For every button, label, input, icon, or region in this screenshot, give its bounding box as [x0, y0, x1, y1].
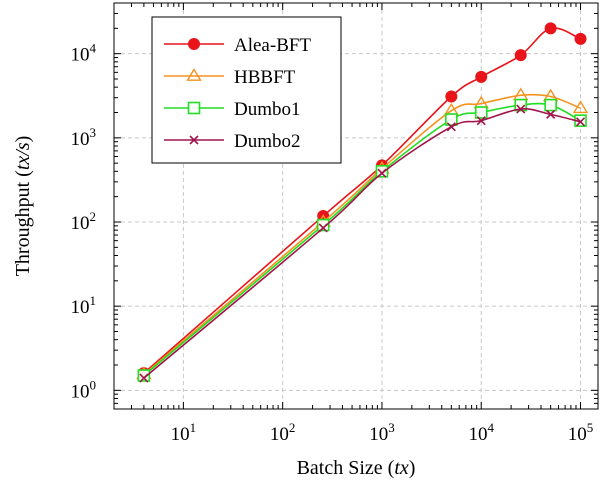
data-point [318, 223, 328, 233]
legend: Alea-BFT HBBFT Dumbo1 Dumbo2 [151, 16, 342, 164]
data-point [375, 165, 389, 178]
legend-item: Dumbo2 [164, 131, 301, 152]
y-tick-label: 101 [71, 293, 97, 318]
data-point [574, 32, 587, 45]
y-axis-title-text: Throughput [12, 181, 34, 276]
data-point [546, 109, 556, 119]
x-tick-label: 105 [568, 420, 594, 445]
data-point [476, 116, 486, 126]
x-axis-title-text: Batch Size [297, 457, 383, 479]
x-tick-label: 102 [270, 420, 296, 445]
x-axis-title: Batch Size (tx) [297, 457, 416, 479]
plot-frame [113, 2, 599, 410]
y-tick-label: 103 [71, 125, 97, 150]
data-point [445, 90, 458, 103]
series-line [143, 93, 581, 375]
legend-box [151, 16, 342, 164]
legend-item: HBBFT [164, 67, 296, 88]
legend-label: Dumbo2 [234, 131, 301, 152]
y-tick-label: 104 [71, 41, 97, 66]
data-point [544, 22, 557, 35]
y-tick-label: 100 [71, 377, 97, 402]
data-point [137, 369, 151, 382]
x-tick-label: 101 [171, 420, 197, 445]
data-point [575, 117, 586, 127]
y-tick-label: 102 [71, 209, 97, 234]
series-dumbo1 [137, 98, 587, 382]
data-point [544, 98, 557, 112]
legend-label: HBBFT [234, 67, 296, 88]
legend-label: Alea-BFT [234, 35, 311, 56]
data-point [186, 68, 202, 81]
data-series [136, 22, 589, 383]
data-point [475, 70, 488, 83]
data-point [377, 168, 387, 178]
x-tick-label: 104 [468, 420, 494, 445]
x-axis-unit: tx [394, 457, 409, 479]
data-point [516, 104, 526, 114]
data-point [139, 373, 149, 383]
data-point [446, 122, 456, 132]
x-tick-labels: 101 102 103 104 105 [171, 420, 594, 445]
data-point [187, 101, 201, 115]
data-point [316, 218, 330, 232]
legend-item: Alea-BFT [164, 35, 311, 56]
data-point [188, 38, 200, 50]
y-tick-labels: 100 101 102 103 104 [71, 41, 97, 403]
data-point [474, 106, 488, 119]
data-point [514, 49, 527, 62]
x-tick-label: 103 [369, 420, 395, 445]
data-point [572, 100, 589, 114]
data-point [189, 135, 199, 145]
data-point [514, 98, 528, 112]
axis-ticks [114, 3, 598, 410]
series-dumbo2 [139, 104, 586, 383]
y-axis-title: Throughput (tx/s) [12, 136, 34, 277]
legend-label: Dumbo1 [234, 99, 301, 120]
legend-item: Dumbo1 [164, 99, 301, 120]
data-point [445, 113, 458, 126]
y-axis-unit: tx/s [12, 142, 34, 170]
